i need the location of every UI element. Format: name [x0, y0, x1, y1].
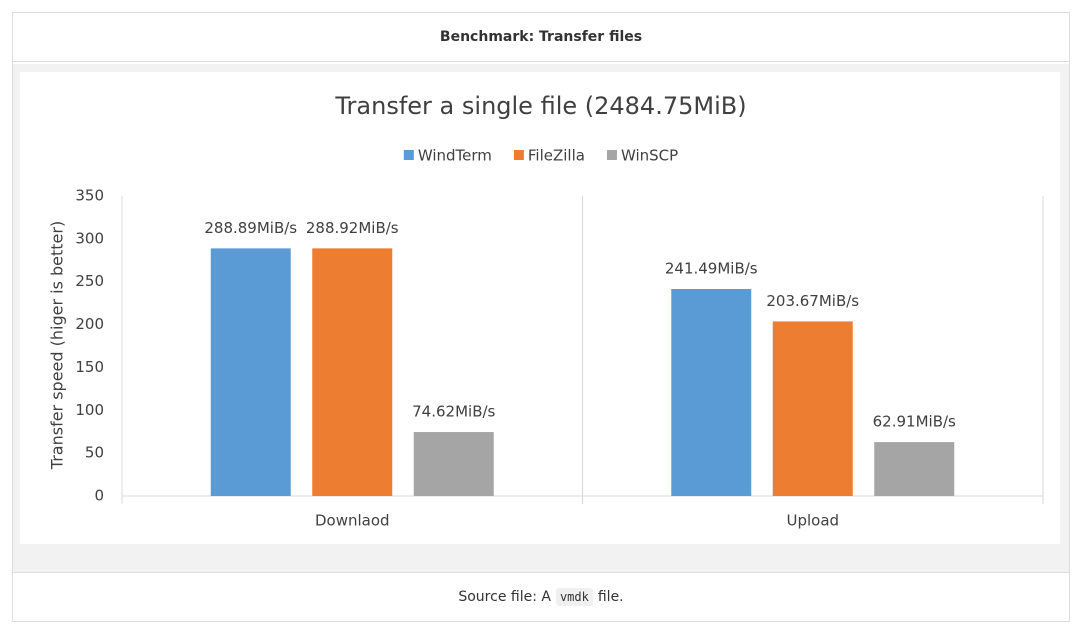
value-label: 288.92MiB/s [306, 219, 399, 237]
legend-swatch [403, 150, 414, 160]
panel-footer: Source file: A vmdk file. [13, 573, 1069, 621]
y-tick-label: 100 [75, 401, 104, 419]
footer-text: file. [597, 589, 624, 605]
x-tick-label: Downlaod [315, 512, 390, 530]
x-tick-label: Upload [786, 512, 839, 530]
panel-header: Benchmark: Transfer files [13, 13, 1069, 62]
y-tick-label: 350 [75, 187, 104, 205]
value-label: 203.67MiB/s [766, 292, 859, 310]
bar [671, 289, 752, 496]
y-tick-label: 50 [85, 444, 104, 462]
footer-code: vmdk [555, 588, 593, 606]
y-tick-label: 200 [75, 315, 104, 333]
bar [413, 432, 494, 496]
header-title: Benchmark: Transfer files [439, 29, 643, 45]
y-tick-label: 250 [75, 272, 104, 290]
value-label: 74.62MiB/s [412, 403, 495, 421]
footer-text: Source file: A [458, 589, 551, 605]
y-tick-label: 300 [75, 229, 104, 247]
legend-label: WindTerm [418, 147, 492, 165]
legend-swatch [606, 150, 617, 160]
chart-title: Transfer a single file (2484.75MiB) [334, 92, 746, 120]
bar [210, 248, 291, 496]
legend-label: WinSCP [621, 147, 678, 165]
value-label: 62.91MiB/s [873, 413, 956, 431]
legend-swatch [513, 150, 524, 160]
y-axis-label: Transfer speed (higer is better) [48, 221, 67, 470]
bar [874, 442, 955, 496]
value-label: 288.89MiB/s [204, 219, 297, 237]
bar [772, 321, 853, 496]
legend-label: FileZilla [528, 147, 585, 165]
y-tick-label: 0 [94, 487, 104, 505]
y-tick-label: 150 [75, 358, 104, 376]
value-label: 241.49MiB/s [665, 260, 758, 278]
bar [312, 248, 393, 496]
